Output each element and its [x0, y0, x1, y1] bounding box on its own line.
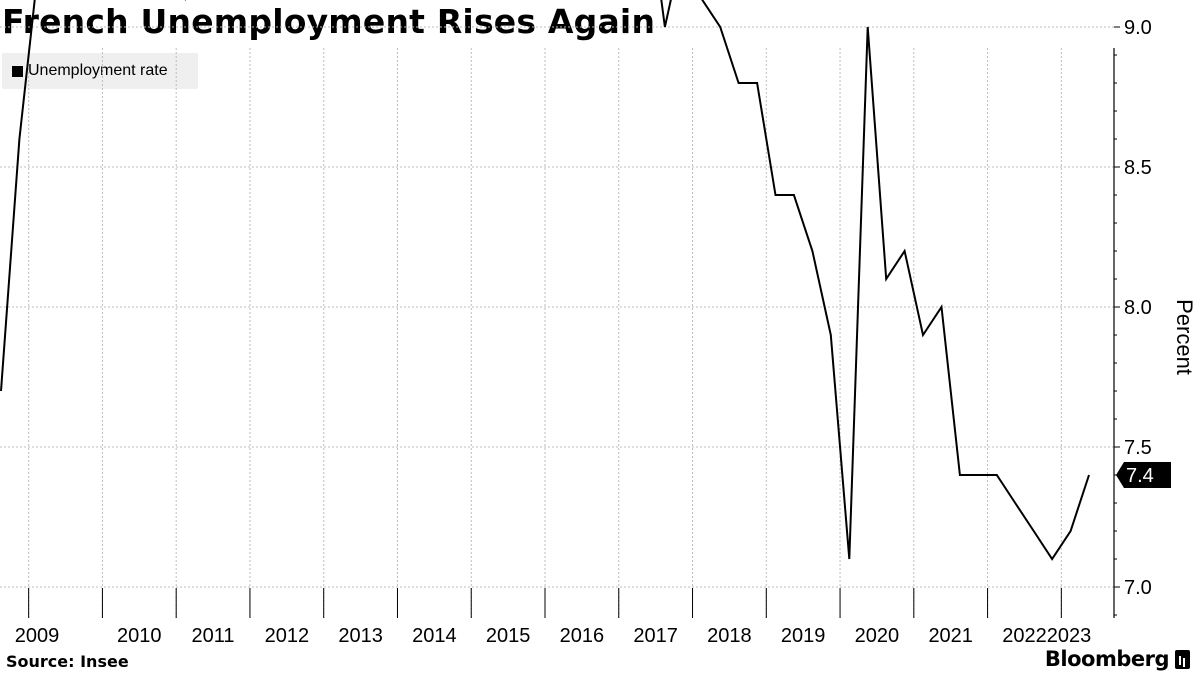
- y-axis-label: Percent: [1172, 299, 1197, 375]
- last-value-label: 7.4: [1126, 465, 1154, 487]
- source-note: Source: Insee: [6, 652, 129, 671]
- y-tick-label: 8.5: [1124, 157, 1152, 179]
- legend: Unemployment rate: [2, 53, 198, 89]
- chart-title: French Unemployment Rises Again: [2, 2, 656, 41]
- y-axis-ticks: 7.07.58.08.59.09.510.010.5: [1114, 17, 1152, 616]
- x-tick-label: 2014: [412, 625, 457, 647]
- x-tick-label: 2019: [781, 625, 826, 647]
- x-tick-label: 2009: [15, 625, 60, 647]
- x-tick-label: 2016: [560, 625, 605, 647]
- x-axis-ticks: 2009 2010 2011 2012 2013 2014 2015 2016 2017 2018…: [15, 588, 1092, 647]
- x-tick-label: 2015: [486, 625, 531, 647]
- x-tick-label: 2012: [265, 625, 310, 647]
- legend-label: Unemployment rate: [28, 62, 168, 79]
- series-line: [0, 0, 1090, 561]
- y-tick-label: 9.0: [1124, 17, 1152, 39]
- y-tick-label: 7.5: [1124, 437, 1152, 459]
- x-tick-label: 2010: [117, 625, 162, 647]
- x-tick-label: 2013: [338, 625, 383, 647]
- gridlines: [0, 26, 1114, 588]
- brand-logo: Bloomberg: [1045, 647, 1190, 671]
- y-tick-label: 7.0: [1124, 577, 1152, 599]
- x-tick-label: 2020: [855, 625, 900, 647]
- x-tick-label: 2018: [707, 625, 752, 647]
- last-value-badge: [1116, 462, 1171, 488]
- year-separators: [28, 48, 1062, 618]
- x-tick-label: 2011: [192, 625, 235, 647]
- legend-swatch: [12, 65, 23, 77]
- brand-name: Bloomberg: [1044, 647, 1170, 671]
- x-tick-label: 2017: [633, 625, 678, 647]
- last-value-marker: 7.4: [1116, 462, 1171, 488]
- x-tick-label: 2023: [1047, 625, 1092, 647]
- y-tick-label: 8.0: [1124, 297, 1152, 319]
- bloomberg-terminal-icon: [1175, 649, 1190, 669]
- x-tick-label: 2021: [928, 625, 973, 647]
- x-tick-label: 2022: [1002, 625, 1047, 647]
